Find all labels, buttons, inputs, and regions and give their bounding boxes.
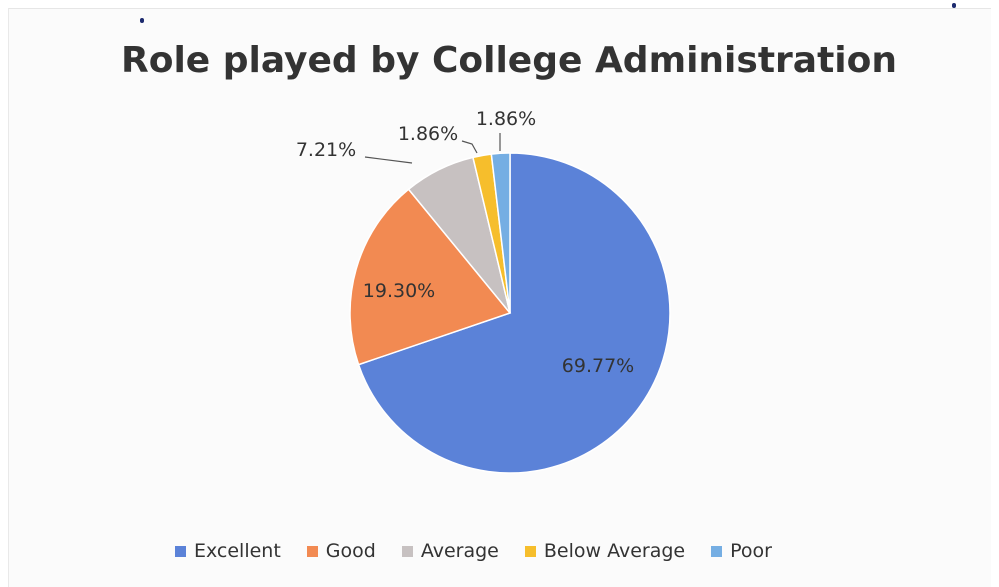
pie-slice-poor [490, 152, 511, 314]
pie-slice-excellent [357, 152, 671, 474]
leader-line [461, 140, 478, 154]
legend-swatch [306, 545, 318, 557]
legend-swatch [711, 545, 723, 557]
legend-swatch [175, 545, 186, 557]
legend-item-poor: Poor [711, 540, 772, 562]
legend-item-good: Good [306, 540, 376, 562]
legend-label: Average [420, 540, 499, 562]
leader-line [364, 156, 413, 164]
scan-speck [952, 3, 956, 8]
pie-slice-good [349, 188, 512, 366]
data-label-excellent: 69.77% [562, 355, 634, 377]
scan-speck [140, 18, 144, 23]
legend-label: Good [325, 540, 376, 562]
data-label-below-average: 1.86% [398, 123, 458, 145]
data-label-good: 19.30% [363, 280, 435, 302]
chart-title: Role played by College Administration [120, 40, 897, 81]
legend-label: Below Average [543, 540, 686, 562]
legend-label: Excellent [194, 540, 281, 562]
data-label-average: 7.21% [296, 139, 356, 161]
chart-legend: Excellent Good Average Below Average Poor [175, 540, 798, 562]
legend-swatch [401, 545, 413, 557]
data-label-poor: 1.86% [476, 108, 536, 130]
legend-item-excellent: Excellent [175, 540, 281, 562]
legend-swatch [524, 545, 536, 557]
legend-item-below-average: Below Average [524, 540, 686, 562]
legend-item-average: Average [401, 540, 499, 562]
legend-label: Poor [730, 540, 772, 562]
